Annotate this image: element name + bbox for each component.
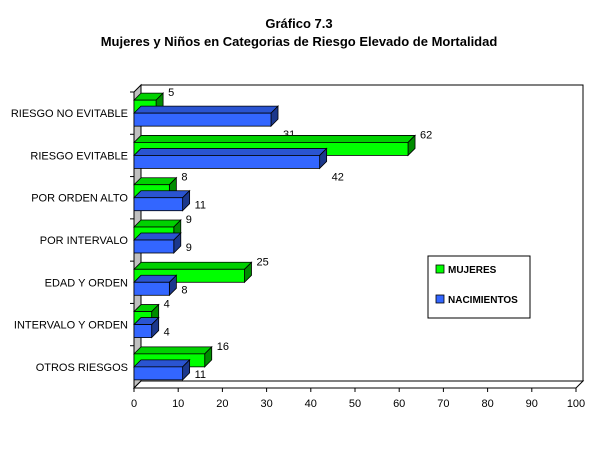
- bar-top-face: [133, 359, 191, 368]
- bar-top-face: [133, 148, 328, 156]
- bar-nacimientos: [133, 239, 175, 254]
- data-label: 8: [181, 284, 187, 296]
- x-tick-label: 0: [131, 398, 137, 410]
- legend-label: NACIMIENTOS: [448, 295, 518, 306]
- category-label: OTROS RIESGOS: [36, 362, 128, 374]
- bar-top-face: [133, 135, 417, 143]
- bar-nacimientos: [133, 366, 184, 381]
- data-label: 8: [181, 172, 187, 184]
- legend-swatch: [435, 264, 445, 274]
- bar-top-face: [133, 105, 279, 114]
- data-label: 62: [420, 129, 432, 141]
- data-label: 42: [332, 171, 344, 183]
- x-tick-label: 10: [172, 398, 184, 410]
- x-tick-label: 90: [526, 398, 538, 410]
- data-label: 4: [164, 299, 170, 311]
- x-tick-label: 60: [393, 398, 405, 410]
- bar-nacimientos: [133, 281, 170, 296]
- x-tick-label: 100: [567, 398, 585, 410]
- plot-back-wall: [140, 84, 584, 382]
- x-tick-label: 30: [260, 398, 272, 410]
- bar-top-face: [133, 346, 213, 355]
- category-label: POR INTERVALO: [40, 235, 129, 247]
- category-label: RIESGO NO EVITABLE: [11, 108, 128, 120]
- data-label: 11: [195, 200, 206, 212]
- data-label: 5: [168, 87, 174, 99]
- legend-swatch: [435, 294, 445, 304]
- bar-top-face: [133, 261, 253, 270]
- data-label: 25: [257, 256, 269, 268]
- bar-nacimientos: [133, 112, 272, 127]
- bar-nacimientos: [133, 324, 153, 338]
- data-label: 9: [186, 214, 192, 226]
- legend-label: MUJERES: [448, 265, 497, 276]
- legend-box: [427, 255, 531, 319]
- bar-nacimientos: [133, 155, 321, 169]
- data-label: 16: [217, 341, 229, 353]
- category-label: POR ORDEN ALTO: [31, 193, 128, 205]
- data-label: 11: [195, 369, 206, 381]
- x-tick-label: 20: [216, 398, 228, 410]
- x-tick-label: 50: [349, 398, 361, 410]
- bar-top-face: [133, 232, 182, 241]
- data-label: 4: [164, 327, 170, 339]
- chart-subtitle: Mujeres y Niños en Categorias de Riesgo …: [100, 34, 498, 49]
- bar-top-face: [133, 190, 191, 199]
- x-tick-label: 70: [437, 398, 449, 410]
- chart-title: Gráfico 7.3: [265, 16, 333, 31]
- bar-top-face: [133, 219, 182, 228]
- data-label: 9: [186, 242, 192, 254]
- category-label: EDAD Y ORDEN: [45, 277, 128, 289]
- category-label: RIESGO EVITABLE: [30, 150, 128, 162]
- bar-nacimientos: [133, 197, 184, 212]
- x-tick-label: 40: [305, 398, 317, 410]
- plot-floor: [132, 380, 585, 389]
- category-label: INTERVALO Y ORDEN: [14, 320, 128, 332]
- x-tick-label: 80: [481, 398, 493, 410]
